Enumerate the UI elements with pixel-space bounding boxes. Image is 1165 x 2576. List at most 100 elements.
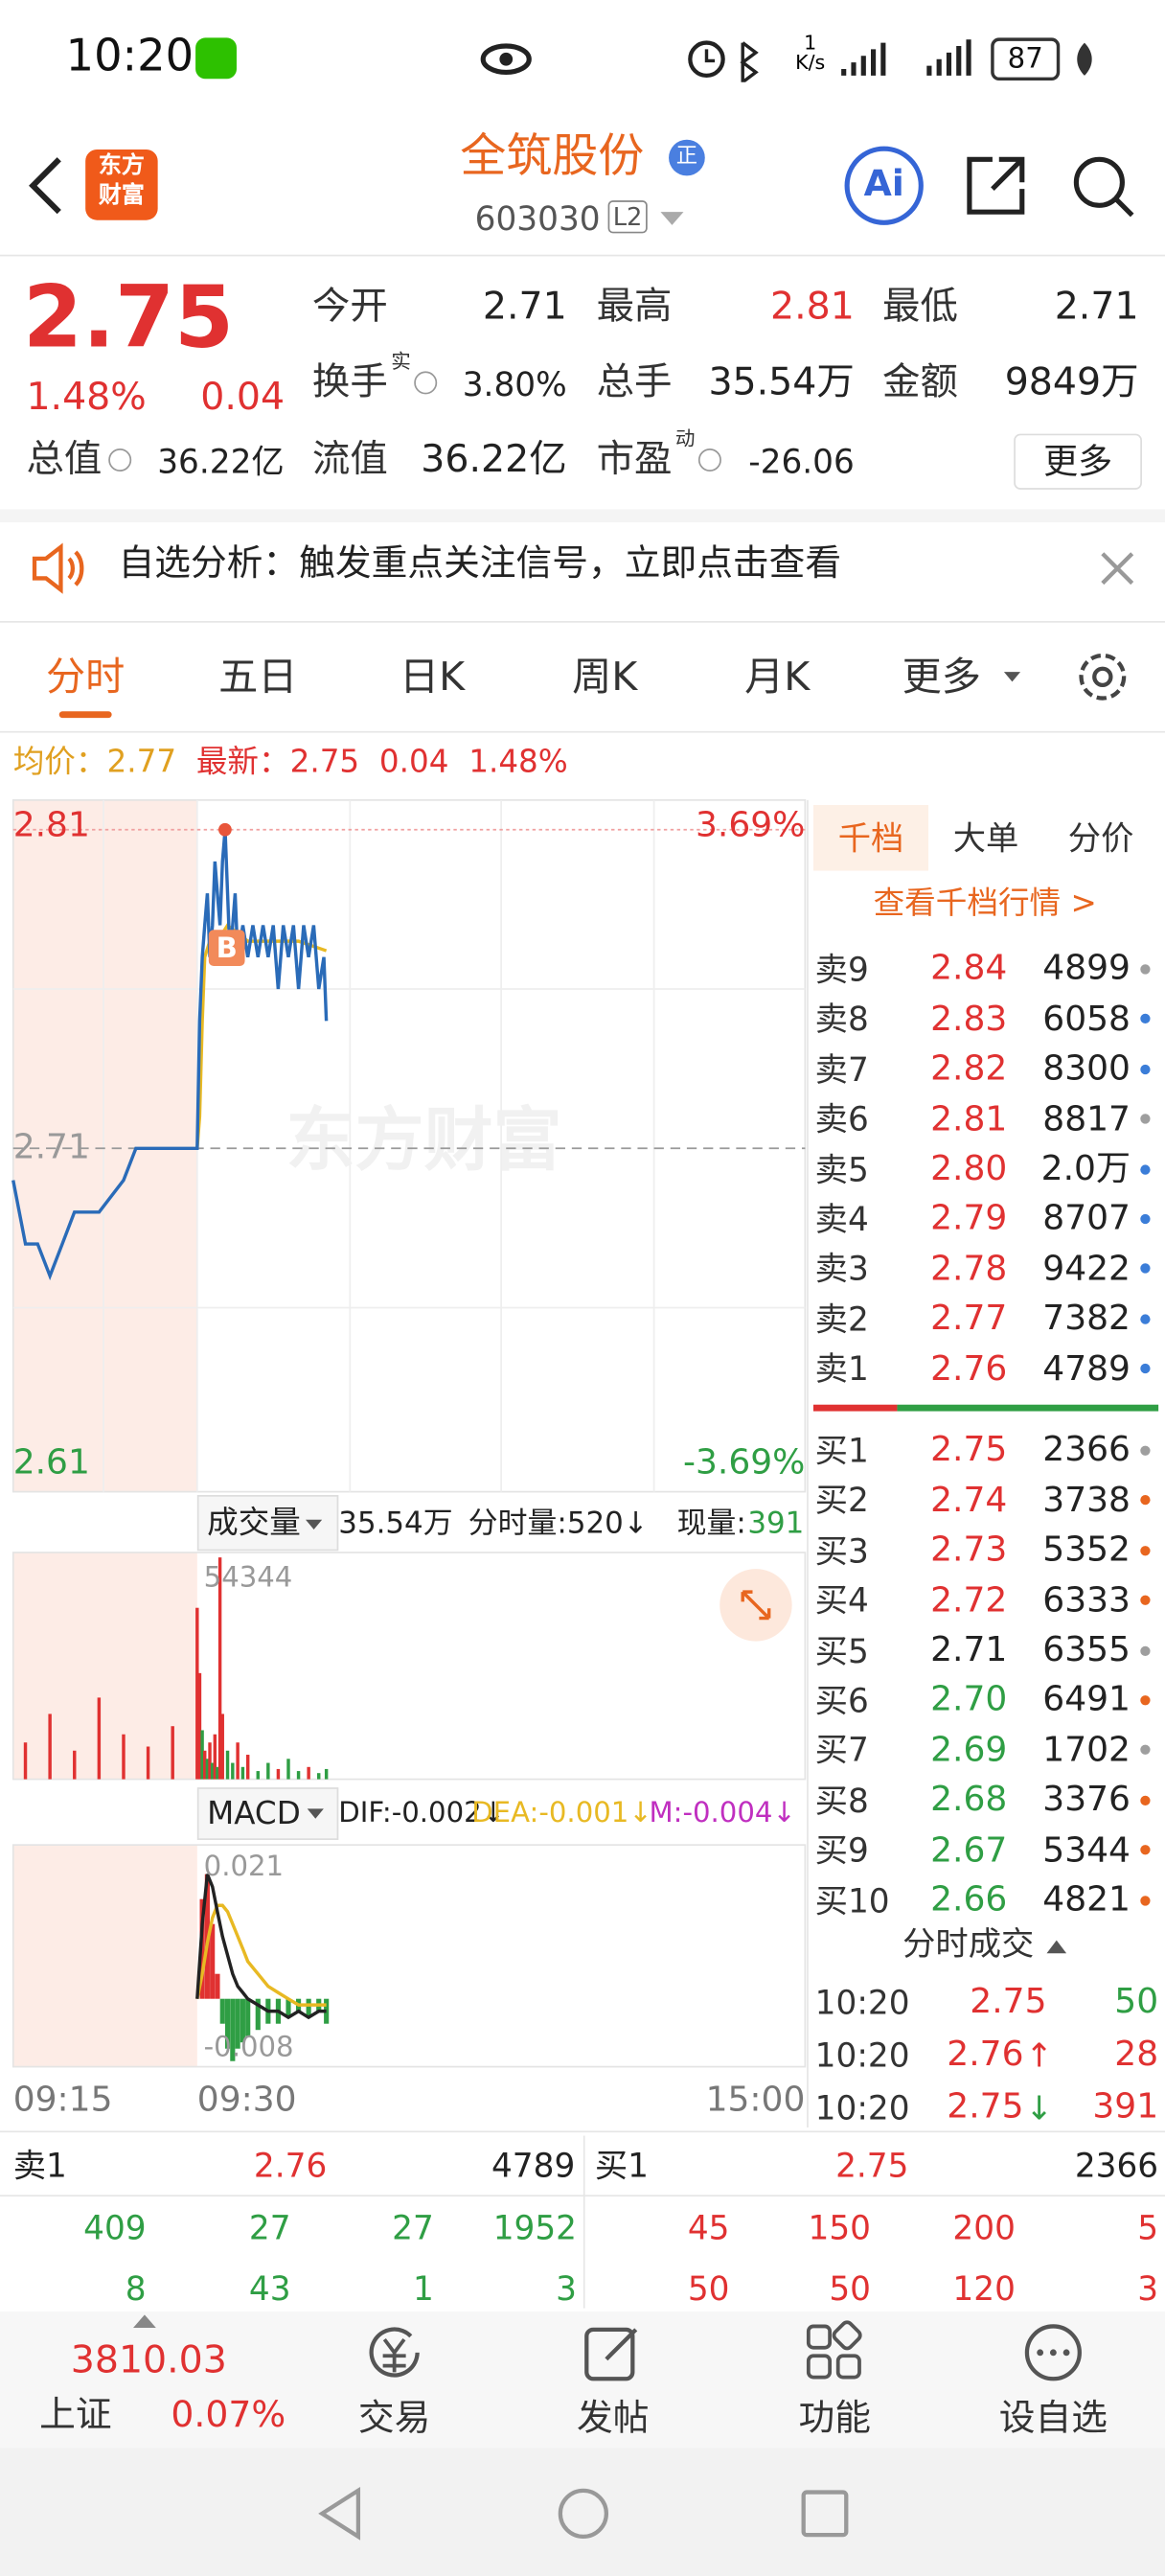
- tab[interactable]: 月K: [744, 653, 811, 700]
- tab[interactable]: 五日: [218, 653, 298, 700]
- field-label: 金额: [882, 361, 958, 405]
- book-label: 买6: [814, 1680, 869, 1720]
- book-price: 2.70: [930, 1679, 1008, 1719]
- book-volume: 6491: [1042, 1679, 1131, 1719]
- book-tab[interactable]: 千档: [837, 817, 904, 858]
- book-label: 卖3: [814, 1249, 869, 1289]
- search-button[interactable]: [1070, 152, 1139, 221]
- field-sup: 动: [674, 426, 696, 450]
- macd-bar: [215, 1973, 220, 1999]
- book-volume: 4789: [1042, 1347, 1131, 1388]
- book-label: 卖9: [814, 949, 869, 990]
- ai-button[interactable]: Ai: [844, 146, 924, 225]
- tick-volume: 3: [556, 2268, 577, 2309]
- trade-volume: 50: [1114, 1982, 1159, 2022]
- expand-button[interactable]: [720, 1569, 792, 1642]
- volume-bar: [73, 1750, 77, 1780]
- nav-item[interactable]: 发帖: [576, 2398, 650, 2440]
- book-tab[interactable]: 大单: [952, 817, 1019, 858]
- book-volume: 2.0万: [1040, 1148, 1131, 1188]
- system-recent[interactable]: [797, 2486, 853, 2542]
- book-label: 卖7: [814, 1049, 869, 1090]
- book-price: 2.73: [930, 1530, 1008, 1570]
- divider: [582, 2135, 585, 2309]
- volume-bar: [225, 1750, 230, 1780]
- level-tag: L2: [607, 200, 648, 234]
- dropdown-arrow: [660, 212, 684, 225]
- book-label: 买8: [814, 1780, 869, 1821]
- book-volume: 5352: [1042, 1530, 1131, 1570]
- nav-item[interactable]: 交易: [357, 2398, 431, 2440]
- volume-bar: [324, 1768, 329, 1780]
- trade-time: 10:20: [814, 2036, 910, 2076]
- nav-item[interactable]: 设自选: [998, 2398, 1108, 2440]
- tab-bg: [812, 805, 929, 871]
- book-label: 买1: [814, 1431, 869, 1471]
- more-button[interactable]: 更多: [1014, 433, 1142, 490]
- book-label: 卖6: [814, 1099, 869, 1139]
- trades-title[interactable]: 分时成交: [805, 1923, 1165, 1964]
- book-volume: 6355: [1042, 1629, 1131, 1669]
- index-change[interactable]: 0.07%: [171, 2395, 286, 2437]
- nav-item[interactable]: 功能: [798, 2398, 872, 2440]
- system-home[interactable]: [554, 2484, 613, 2543]
- tab-dropdown: [1003, 672, 1021, 682]
- book-volume: 4821: [1042, 1879, 1131, 1920]
- book-label: 卖5: [814, 1149, 869, 1189]
- book-label: 买5: [814, 1630, 869, 1670]
- ask-bar: [812, 1404, 898, 1412]
- book-price: 2.72: [930, 1579, 1008, 1620]
- current-volume: 391: [747, 1506, 805, 1542]
- system-back[interactable]: [312, 2484, 372, 2543]
- book-dot: [1140, 1114, 1151, 1124]
- tick-volume: 43: [248, 2268, 291, 2309]
- net-speed-value: 1: [804, 31, 817, 55]
- tab[interactable]: 更多: [902, 653, 981, 700]
- volume-bar: [200, 1730, 204, 1780]
- book-price: 2.66: [930, 1879, 1008, 1920]
- book-volume: 7382: [1042, 1298, 1131, 1338]
- index-value[interactable]: 3810.03: [70, 2339, 227, 2382]
- high-dot: [218, 822, 232, 837]
- book-dot: [1140, 1895, 1151, 1905]
- volume-bar: [245, 1755, 250, 1780]
- tab[interactable]: 日K: [399, 653, 466, 700]
- book-label: 买4: [814, 1580, 869, 1621]
- depth-link[interactable]: 查看千档行情 >: [873, 886, 1097, 922]
- volume-menu[interactable]: 成交量: [207, 1504, 301, 1541]
- macd-menu[interactable]: MACD: [207, 1795, 301, 1831]
- book-price: 2.79: [930, 1198, 1008, 1238]
- status-icons: [688, 40, 759, 82]
- close-button[interactable]: [1098, 549, 1137, 588]
- book-dot: [1140, 1014, 1151, 1024]
- share-button[interactable]: [963, 152, 1029, 218]
- dea-line: [195, 1903, 327, 2007]
- volume-bar: [256, 1771, 260, 1780]
- tick-volume: 1: [412, 2268, 434, 2309]
- macd-bar: [324, 1998, 330, 2024]
- back-button[interactable]: [20, 154, 69, 217]
- summary-line: 均价：2.77 最新：2.75 0.04 1.48%: [13, 745, 568, 782]
- index-name[interactable]: 上证: [39, 2395, 112, 2437]
- logo-line: 东方: [98, 152, 145, 179]
- dif-line: [195, 1874, 327, 2020]
- stock-code: 603030: [474, 198, 601, 239]
- tick-volume: 50: [829, 2268, 871, 2309]
- volume-bar: [317, 1773, 321, 1780]
- volume-total: 35.54万: [338, 1506, 453, 1542]
- tab[interactable]: 周K: [572, 653, 638, 700]
- axis-top: 2.81: [13, 805, 90, 844]
- notice-text[interactable]: 自选分析：触发重点关注信号，立即点击查看: [118, 543, 842, 586]
- volume-bar: [23, 1742, 28, 1780]
- tab[interactable]: 分时: [46, 653, 126, 700]
- volume-bar: [276, 1768, 281, 1780]
- macd-bar: [210, 1923, 216, 1999]
- book-price: 2.68: [930, 1779, 1008, 1820]
- macd-dif: DIF:-0.002↓: [338, 1797, 506, 1830]
- time-label: 09:30: [197, 2081, 297, 2120]
- macd-bar: [235, 1998, 240, 2049]
- field-value: 36.22亿: [157, 442, 285, 482]
- book-tab[interactable]: 分价: [1067, 817, 1134, 858]
- trade-volume: 391: [1092, 2086, 1159, 2127]
- settings-button[interactable]: [1075, 649, 1131, 704]
